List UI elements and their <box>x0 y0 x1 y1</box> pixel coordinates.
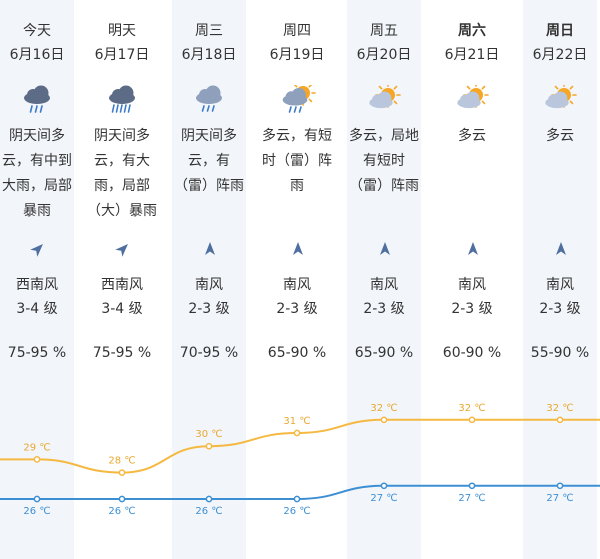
low-temp-point <box>556 482 564 490</box>
low-temp-point <box>380 482 388 490</box>
day-name: 周三 <box>195 23 223 39</box>
wind-direction: 南风 <box>283 277 311 293</box>
low-temp-point <box>205 495 213 503</box>
day-column: 周四 6月19日多云，有短时（雷）阵雨南风 2-3 级 65-90 % <box>260 0 334 559</box>
south-arrow-icon <box>380 242 390 255</box>
day-name: 周日 <box>546 23 574 39</box>
high-temp-point <box>293 429 301 437</box>
sun-behind-cloud-icon <box>545 85 577 109</box>
heavy-rain-cloud-icon <box>24 85 50 113</box>
humidity: 70-95 % <box>179 345 239 361</box>
temperature-chart: 29 ℃ 28 ℃ 30 ℃ 31 ℃ 32 ℃ 32 ℃ 32 ℃ 26 ℃ 26 ℃ 26 ℃… <box>0 403 600 517</box>
high-temp-point <box>118 469 126 476</box>
low-temp-label: 26 ℃ <box>283 506 310 517</box>
weather-description: 多云 <box>458 128 486 144</box>
low-temp-point <box>468 482 476 490</box>
day-column: 周六 6月21日多云南风 2-3 级 60-90 % <box>435 0 509 559</box>
wind-level: 2-3 级 <box>363 301 405 317</box>
sun-behind-cloud-icon <box>457 85 489 109</box>
day-date: 6月16日 <box>9 47 65 63</box>
high-temp-point <box>205 442 213 450</box>
day-date: 6月22日 <box>532 47 588 63</box>
humidity: 65-90 % <box>354 345 414 361</box>
low-temp-point <box>33 495 41 503</box>
day-column: 周五 6月20日多云，局地有短时（雷）阵雨南风 2-3 级 65-90 % <box>347 0 421 559</box>
high-temp-point <box>380 416 388 424</box>
southwest-arrow-icon <box>30 244 43 257</box>
day-date: 6月19日 <box>269 47 325 63</box>
day-name: 周四 <box>283 23 311 39</box>
low-temp-label: 26 ℃ <box>23 506 50 517</box>
south-arrow-icon <box>293 242 303 255</box>
south-arrow-icon <box>205 242 215 255</box>
weather-description: 多云，有短时（雷）阵雨 <box>262 128 332 194</box>
humidity: 65-90 % <box>267 345 327 361</box>
weather-description: 阴天间多云，有大雨，局部（大）暴雨 <box>87 128 157 219</box>
low-temp-label: 26 ℃ <box>195 506 222 517</box>
south-arrow-icon <box>556 242 566 255</box>
high-temp-label: 29 ℃ <box>23 442 50 453</box>
wind-direction: 南风 <box>370 277 398 293</box>
low-temp-label: 27 ℃ <box>370 493 397 504</box>
wind-direction: 西南风 <box>16 277 58 293</box>
high-temp-label: 32 ℃ <box>370 403 397 414</box>
day-column: 明天 6月17日阴天间多云，有大雨，局部（大）暴雨西南风 3-4 级 75-95 % <box>85 0 159 559</box>
high-temp-point <box>468 416 476 424</box>
thunder-shower-cloud-icon <box>196 85 222 112</box>
rainstorm-cloud-icon <box>109 85 135 113</box>
high-temp-label: 28 ℃ <box>108 456 135 467</box>
wind-level: 2-3 级 <box>539 301 581 317</box>
humidity: 60-90 % <box>442 345 502 361</box>
partly-cloudy-shower-icon <box>282 85 316 113</box>
sun-behind-cloud-icon <box>369 85 401 109</box>
humidity: 55-90 % <box>530 345 590 361</box>
day-date: 6月20日 <box>356 47 412 63</box>
day-name: 今天 <box>23 23 51 39</box>
high-temp-label: 30 ℃ <box>195 429 222 440</box>
wind-direction: 南风 <box>546 277 574 293</box>
low-temp-point <box>293 495 301 503</box>
high-temp-label: 31 ℃ <box>283 416 310 427</box>
wind-direction: 西南风 <box>101 277 143 293</box>
low-temp-label: 27 ℃ <box>458 493 485 504</box>
low-temp-label: 26 ℃ <box>108 506 135 517</box>
low-temp-line <box>0 484 600 500</box>
high-temp-label: 32 ℃ <box>458 403 485 414</box>
weather-description: 多云，局地有短时（雷）阵雨 <box>349 128 419 194</box>
wind-level: 2-3 级 <box>188 301 230 317</box>
wind-direction: 南风 <box>195 277 223 293</box>
humidity: 75-95 % <box>92 345 152 361</box>
humidity: 75-95 % <box>7 345 67 361</box>
wind-level: 3-4 级 <box>16 301 58 317</box>
southwest-arrow-icon <box>115 244 128 257</box>
high-temp-line <box>0 418 600 474</box>
day-name: 周六 <box>458 23 486 39</box>
day-column: 周日 6月22日多云南风 2-3 级 55-90 % <box>523 0 597 559</box>
wind-level: 2-3 级 <box>451 301 493 317</box>
day-date: 6月18日 <box>181 47 237 63</box>
day-name: 周五 <box>370 23 398 39</box>
day-column: 今天 6月16日阴天间多云，有中到大雨，局部暴雨西南风 3-4 级 75-95 % <box>0 0 74 559</box>
low-temp-point <box>118 495 126 503</box>
high-temp-point <box>556 416 564 424</box>
weather-description: 阴天间多云，有（雷）阵雨 <box>174 128 244 194</box>
weather-description: 阴天间多云，有中到大雨，局部暴雨 <box>2 128 72 219</box>
day-date: 6月21日 <box>444 47 500 63</box>
south-arrow-icon <box>468 242 478 255</box>
weather-description: 多云 <box>546 128 574 144</box>
low-temp-label: 27 ℃ <box>546 493 573 504</box>
day-column: 周三 6月18日阴天间多云，有（雷）阵雨南风 2-3 级 70-95 % <box>172 0 246 559</box>
high-temp-label: 32 ℃ <box>546 403 573 414</box>
day-date: 6月17日 <box>94 47 150 63</box>
wind-level: 2-3 级 <box>276 301 318 317</box>
day-name: 明天 <box>108 23 136 39</box>
wind-level: 3-4 级 <box>101 301 143 317</box>
high-temp-point <box>33 456 41 463</box>
wind-direction: 南风 <box>458 277 486 293</box>
